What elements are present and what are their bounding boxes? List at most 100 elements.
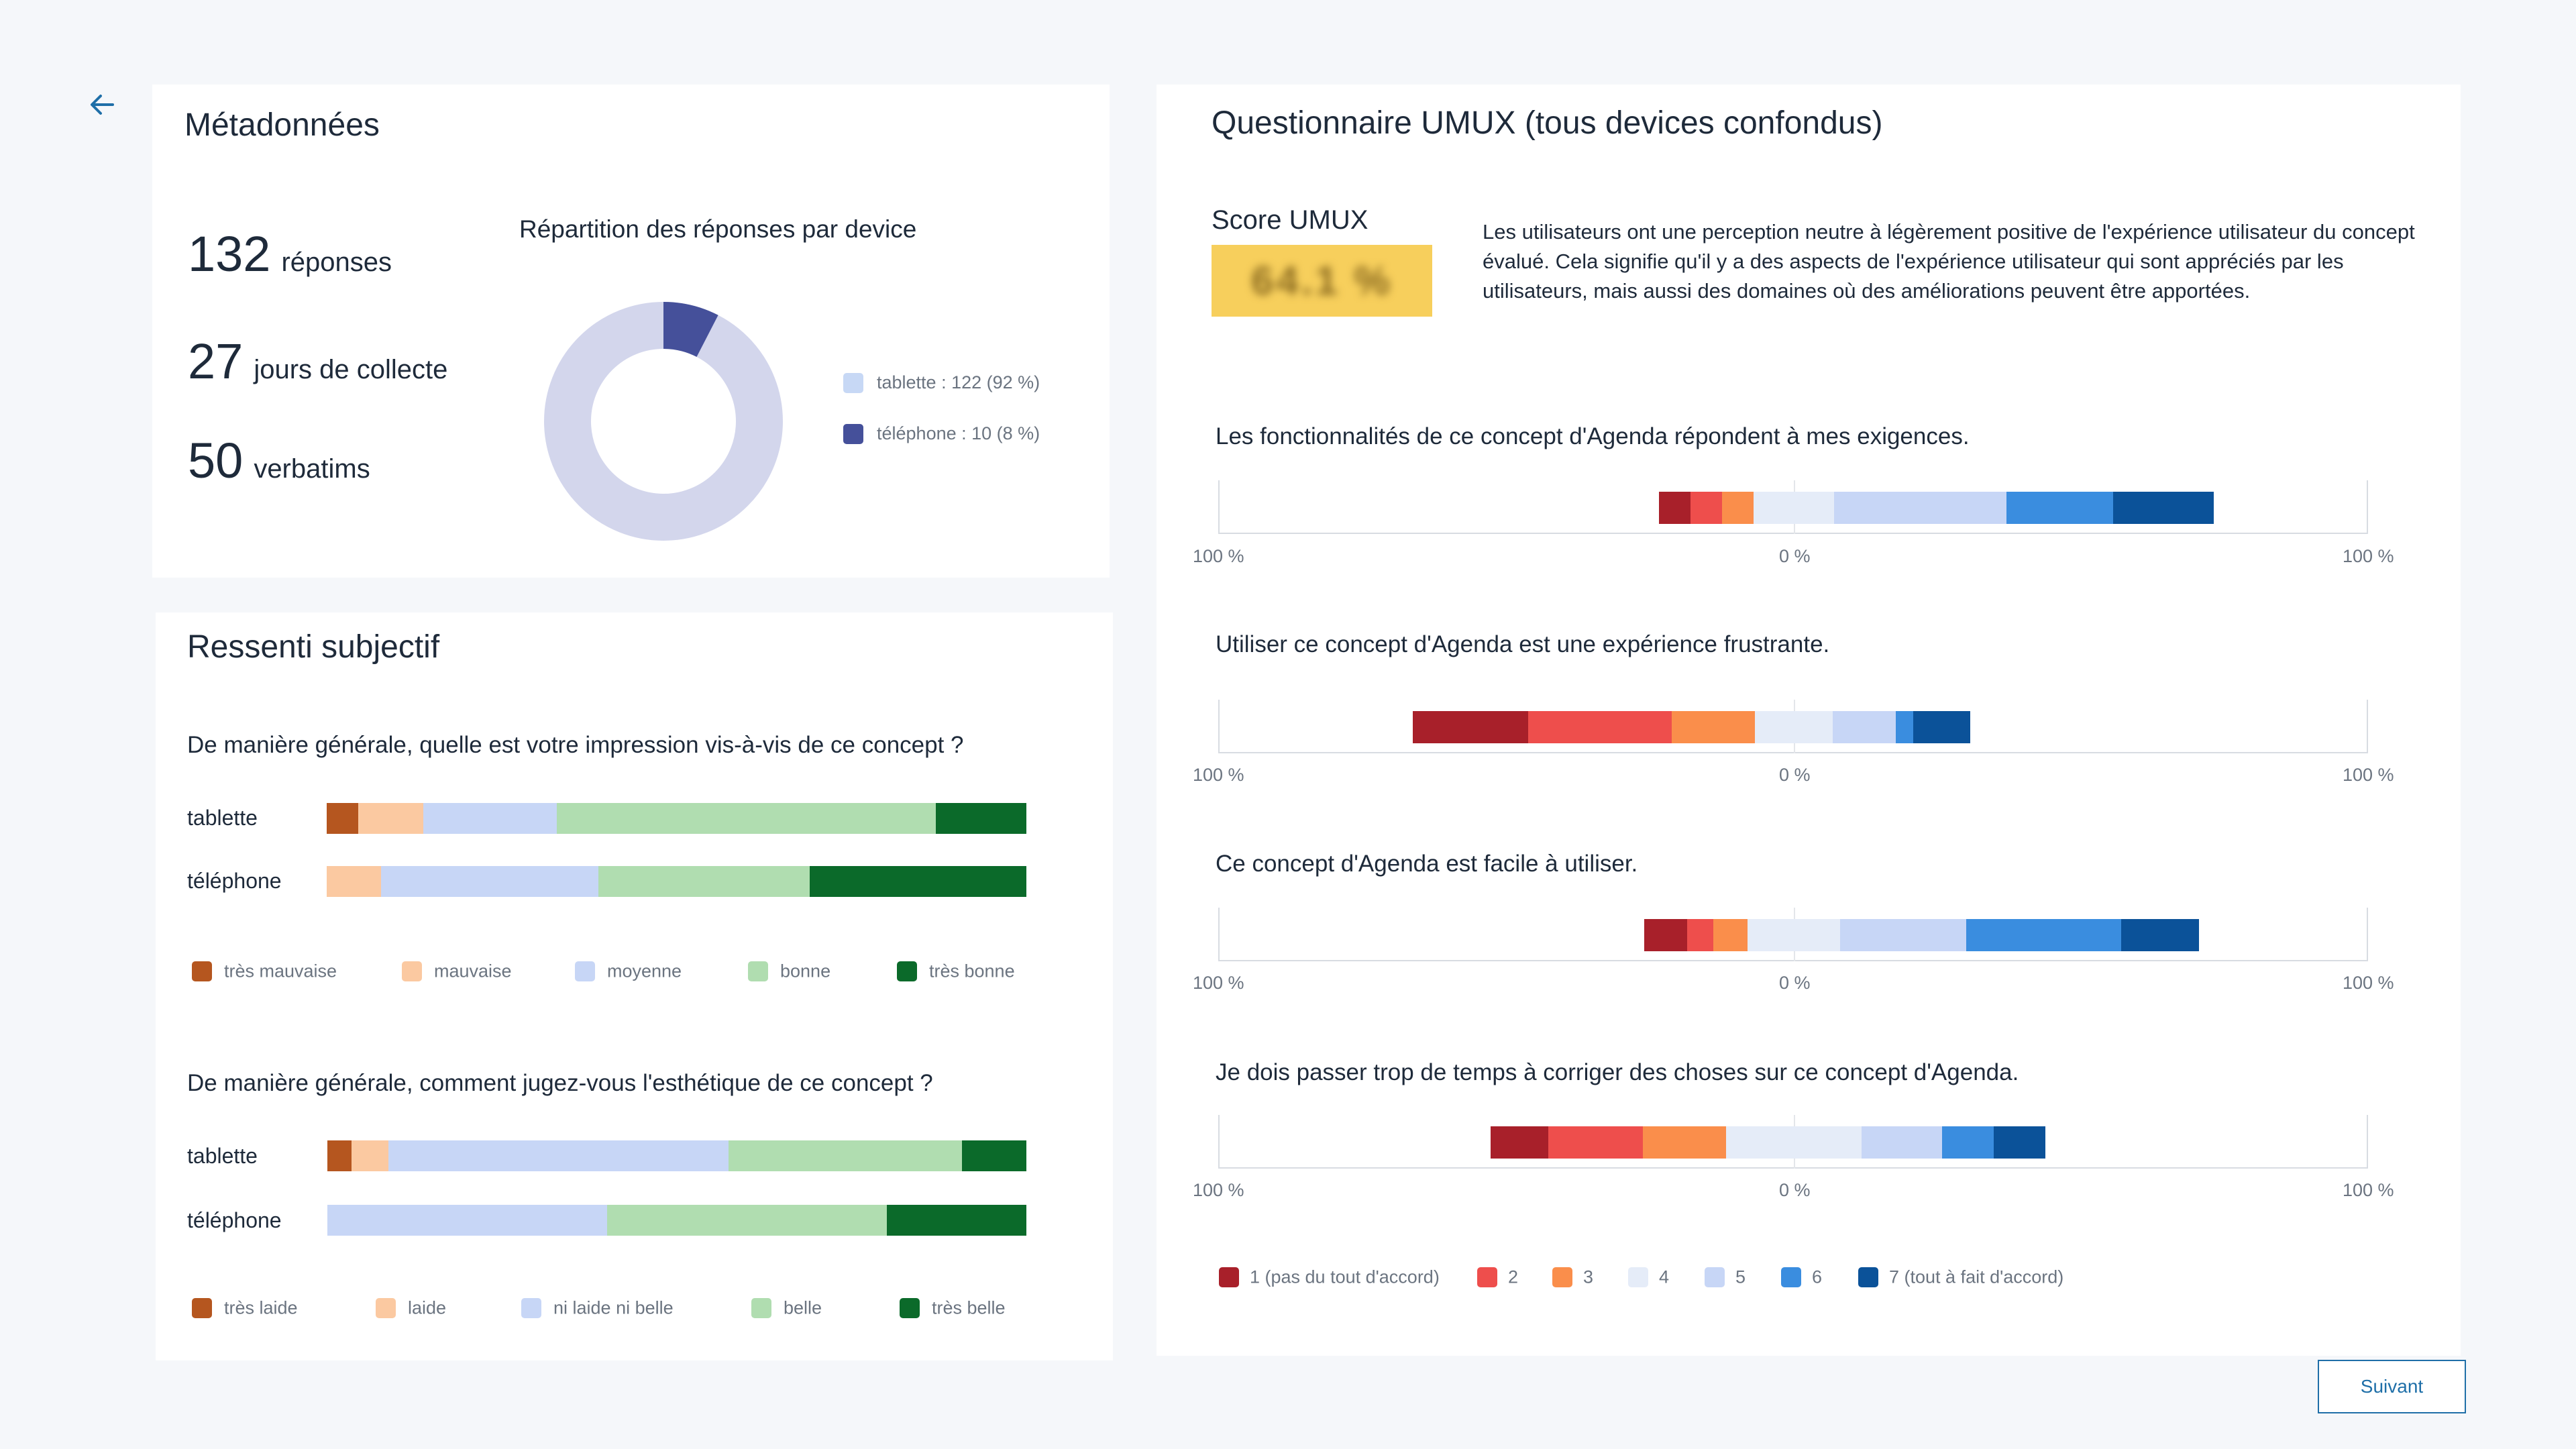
esthetique-legend-tres-laide: très laide <box>192 1297 298 1318</box>
stack-segment <box>598 866 810 897</box>
legend-label: très laide <box>224 1297 298 1318</box>
metadata-title: Métadonnées <box>184 107 380 143</box>
donut-slice-telephone <box>544 302 783 541</box>
legend-swatch <box>521 1297 541 1318</box>
umux-segment-5 <box>1839 919 1967 951</box>
legend-swatch <box>1705 1267 1725 1287</box>
esthetique-row-label-telephone: téléphone <box>187 1208 282 1232</box>
umux-segment-7 <box>2112 492 2214 524</box>
impression-legend-mauvaise: mauvaise <box>402 960 512 981</box>
esthetique-legend-laide: laide <box>376 1297 446 1318</box>
umux-segment-3 <box>1671 711 1756 743</box>
umux-question-1: Les fonctionnalités de ce concept d'Agen… <box>1216 423 1970 449</box>
ressenti-title: Ressenti subjectif <box>187 629 440 665</box>
stat-responses-value: 132 <box>188 226 271 282</box>
umux-score-title: Score UMUX <box>1212 205 1368 235</box>
umux-score-box: 64.1 % <box>1212 245 1432 317</box>
impression-row-label-tablette: tablette <box>187 806 258 830</box>
umux-segment-3 <box>1721 492 1754 524</box>
umux-title: Questionnaire UMUX (tous devices confond… <box>1212 105 1883 141</box>
legend-label: belle <box>784 1297 822 1318</box>
umux-segment-6 <box>2006 492 2113 524</box>
stat-responses-label: réponses <box>281 248 392 277</box>
umux-legend-2: 2 <box>1477 1266 1518 1287</box>
legend-label: bonne <box>780 961 831 981</box>
legend-swatch <box>748 961 768 981</box>
donut-title: Répartition des réponses par device <box>519 215 917 243</box>
tick-left: 100 % <box>1193 765 1244 785</box>
donut-legend-tablette: tablette : 122 (92 %) <box>843 372 1040 393</box>
impression-legend-tres-mauvaise: très mauvaise <box>192 960 337 981</box>
legend-swatch-telephone <box>843 423 863 444</box>
umux-segment-4 <box>1748 919 1840 951</box>
stat-days-value: 27 <box>188 333 244 389</box>
stack-segment <box>809 866 1026 897</box>
stack-segment <box>729 1140 963 1171</box>
stack-segment <box>423 803 557 834</box>
ressenti-card: Ressenti subjectif De manière générale, … <box>156 612 1113 1360</box>
legend-swatch <box>1628 1267 1648 1287</box>
tick-right: 100 % <box>2343 546 2394 566</box>
esthetique-legend-belle: belle <box>751 1297 822 1318</box>
stat-responses: 132 réponses <box>188 225 392 282</box>
next-button[interactable]: Suivant <box>2318 1360 2466 1413</box>
umux-legend-5: 5 <box>1705 1266 1746 1287</box>
legend-swatch <box>192 961 212 981</box>
stack-segment <box>327 866 382 897</box>
stack-segment <box>358 803 423 834</box>
umux-bar-3 <box>1644 919 2200 951</box>
tick-right: 100 % <box>2343 1180 2394 1200</box>
legend-swatch <box>376 1297 396 1318</box>
legend-label-telephone: téléphone : 10 (8 %) <box>877 423 1040 443</box>
umux-bar-4 <box>1490 1126 2045 1159</box>
impression-bar-tablette <box>327 803 1026 834</box>
metadata-card: Métadonnées 132 réponses 27 jours de colle… <box>152 85 1110 578</box>
tick-left: 100 % <box>1193 546 1244 566</box>
umux-bar-2 <box>1413 711 1971 743</box>
stack-segment <box>327 1140 352 1171</box>
umux-segment-2 <box>1690 492 1722 524</box>
umux-legend-6: 6 <box>1781 1266 1822 1287</box>
stat-verbatims: 50 verbatims <box>188 432 370 489</box>
impression-legend-bonne: bonne <box>748 960 830 981</box>
legend-swatch <box>1477 1267 1497 1287</box>
umux-segment-7 <box>1913 711 1971 743</box>
umux-score-value: 64.1 % <box>1251 258 1393 303</box>
umux-segment-3 <box>1643 1126 1727 1159</box>
back-arrow-icon[interactable] <box>86 89 118 121</box>
umux-card: Questionnaire UMUX (tous devices confond… <box>1157 85 2461 1356</box>
umux-legend-1: 1 (pas du tout d'accord) <box>1219 1266 1440 1287</box>
umux-segment-5 <box>1832 711 1896 743</box>
esthetique-bar-telephone <box>327 1205 1026 1236</box>
umux-segment-1 <box>1413 711 1528 743</box>
stack-segment <box>936 803 1026 834</box>
umux-segment-6 <box>1941 1126 1994 1159</box>
impression-legend-tres-bonne: très bonne <box>897 960 1015 981</box>
umux-segment-4 <box>1753 492 1834 524</box>
legend-label: 1 (pas du tout d'accord) <box>1250 1267 1440 1287</box>
esthetique-legend-tres-belle: très belle <box>900 1297 1006 1318</box>
stat-days-label: jours de collecte <box>254 355 448 384</box>
legend-swatch <box>1219 1267 1239 1287</box>
legend-label: 5 <box>1735 1267 1746 1287</box>
umux-segment-1 <box>1644 919 1688 951</box>
stack-segment <box>606 1205 887 1236</box>
legend-swatch <box>751 1297 771 1318</box>
legend-label: 4 <box>1659 1267 1670 1287</box>
legend-label: très belle <box>932 1297 1006 1318</box>
legend-label: très bonne <box>929 961 1015 981</box>
esthetique-legend-ni-laide-ni-belle: ni laide ni belle <box>521 1297 674 1318</box>
stack-segment <box>327 1205 607 1236</box>
umux-segment-6 <box>1966 919 2122 951</box>
umux-segment-1 <box>1490 1126 1548 1159</box>
umux-question-4: Je dois passer trop de temps à corriger … <box>1216 1059 2019 1085</box>
esthetique-row-label-tablette: tablette <box>187 1144 258 1168</box>
stack-segment <box>352 1140 388 1171</box>
tick-right: 100 % <box>2343 765 2394 785</box>
legend-label-tablette: tablette : 122 (92 %) <box>877 372 1040 392</box>
donut-legend-telephone: téléphone : 10 (8 %) <box>843 423 1040 444</box>
umux-chart-4 <box>1218 1115 2368 1169</box>
umux-legend-3: 3 <box>1552 1266 1593 1287</box>
legend-swatch <box>900 1297 920 1318</box>
umux-segment-3 <box>1713 919 1748 951</box>
